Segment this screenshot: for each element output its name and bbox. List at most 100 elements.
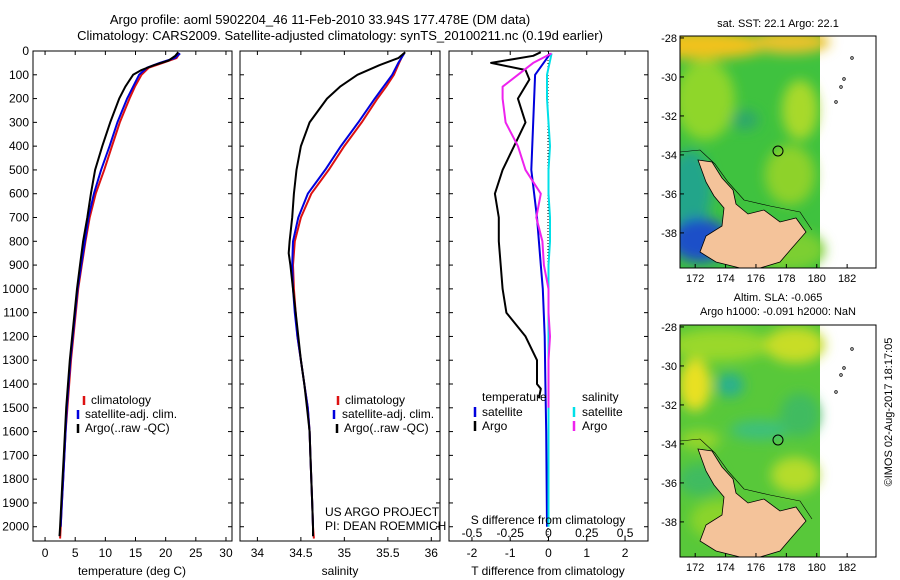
s-tick-label: 0	[545, 526, 552, 540]
sst-map-ticks: 172 174 176 178 180 182 -28 -30 -32 -34 -36 -38	[661, 33, 856, 285]
lat-tick-label: -34	[661, 150, 677, 162]
series-line-s-argo	[501, 52, 553, 408]
project-annotation: US ARGO PROJECT	[325, 505, 440, 519]
figure-title-line1: Argo profile: aoml 5902204_46 11-Feb-201…	[110, 12, 530, 27]
depth-tick-label: 700	[9, 211, 29, 225]
profile-location-marker	[772, 145, 784, 157]
x-tick-label: 15	[129, 546, 143, 560]
x-tick-label: -2	[467, 546, 478, 560]
lon-tick-label: 176	[747, 273, 765, 285]
lat-tick-label: -38	[661, 228, 677, 240]
x-tick-label: 36	[425, 546, 439, 560]
s-tick-label: -0.25	[497, 526, 525, 540]
depth-tick-label: 1500	[2, 401, 29, 415]
sla-map-ticks: 172 174 176 178 180 182 -28 -30 -32 -34 -36 -38	[661, 322, 856, 574]
depth-tick-label: 200	[9, 92, 29, 106]
lat-tick-label: -36	[661, 189, 677, 201]
x-tick-label: 25	[189, 546, 203, 560]
depth-tick-label: 1800	[2, 472, 29, 486]
difference-panel: -2 -1 0 1 2 -0.5 -0.25 0 0.25 0.5 S difference fr…	[448, 50, 649, 578]
x-tick-label: 35	[338, 546, 352, 560]
s-tick-label: -0.5	[462, 526, 483, 540]
land-mass	[697, 448, 807, 557]
legend-label-climatology: climatology	[345, 393, 405, 407]
difference-legend: temperature satellite Argo salinity sate…	[473, 390, 623, 433]
s-tick-label: 0.25	[575, 526, 599, 540]
lat-tick-label: -28	[661, 322, 677, 334]
depth-tick-label: 800	[9, 234, 29, 248]
salinity-panel: 34 34.5 35 35.5 36 salinity climatology sate…	[239, 50, 446, 578]
depth-tick-label: 1700	[2, 448, 29, 462]
depth-tick-label: 300	[9, 115, 29, 129]
lat-tick-label: -32	[661, 400, 677, 412]
difference-series	[490, 51, 553, 527]
legend-label-climatology: climatology	[91, 393, 151, 407]
series-line-argo-raw-qc	[58, 51, 180, 537]
temperature-ticks: 0100200300400500600700800900100011001200…	[2, 44, 233, 560]
legend-label-s-satellite: satellite	[582, 405, 623, 419]
temperature-panel: 0100200300400500600700800900100011001200…	[2, 44, 233, 578]
depth-tick-label: 1200	[2, 329, 29, 343]
t-difference-xlabel: T difference from climatology	[471, 564, 625, 578]
series-line-argo-raw-qc	[287, 51, 406, 537]
lon-tick-label: 176	[747, 562, 765, 574]
legend-heading-salinity: salinity	[582, 390, 619, 404]
x-tick-label: -1	[505, 546, 516, 560]
legend-heading-temperature: temperature	[482, 390, 547, 404]
sst-map-frame	[679, 35, 877, 269]
sla-map-title-line1: Altim. SLA: -0.065	[734, 292, 823, 304]
lon-tick-label: 172	[686, 273, 704, 285]
legend-label-argo: Argo(..raw -QC)	[344, 421, 429, 435]
depth-tick-label: 600	[9, 187, 29, 201]
x-tick-label: 2	[622, 546, 629, 560]
sla-map-title-line2: Argo h1000: -0.091 h2000: NaN	[700, 306, 856, 318]
depth-tick-label: 400	[9, 139, 29, 153]
lat-tick-label: -30	[661, 361, 677, 373]
temperature-legend: climatology satellite-adj. clim. Argo(..…	[76, 393, 177, 435]
sla-map-field	[680, 325, 854, 557]
x-tick-label: 30	[219, 546, 233, 560]
lat-tick-label: -36	[661, 478, 677, 490]
x-tick-label: 0	[545, 546, 552, 560]
legend-label-argo: Argo(..raw -QC)	[85, 421, 170, 435]
lon-tick-label: 182	[838, 273, 856, 285]
depth-tick-label: 1000	[2, 282, 29, 296]
lon-tick-label: 172	[686, 562, 704, 574]
legend-label-t-argo: Argo	[482, 419, 508, 433]
legend-label-t-satellite: satellite	[482, 405, 523, 419]
depth-tick-label: 1900	[2, 496, 29, 510]
sla-map-panel: Altim. SLA: -0.065 Argo h1000: -0.091 h2…	[661, 292, 877, 574]
lon-tick-label: 182	[838, 562, 856, 574]
temperature-axes-frame	[32, 50, 233, 542]
salinity-legend: climatology satellite-adj. clim. Argo(..…	[332, 393, 434, 435]
lat-tick-label: -38	[661, 517, 677, 529]
depth-tick-label: 2000	[2, 520, 29, 534]
lat-tick-label: -30	[661, 72, 677, 84]
profile-location-marker	[772, 434, 784, 446]
lat-tick-label: -28	[661, 33, 677, 45]
lat-tick-label: -34	[661, 439, 677, 451]
salinity-xlabel: salinity	[322, 564, 359, 578]
depth-tick-label: 0	[22, 44, 29, 58]
lon-tick-label: 178	[777, 562, 795, 574]
x-tick-label: 20	[159, 546, 173, 560]
x-tick-label: 35.5	[376, 546, 400, 560]
salinity-ticks: 34 34.5 35 35.5 36	[240, 50, 440, 560]
temperature-series	[58, 51, 181, 539]
sst-map-panel: sat. SST: 22.1 Argo: 22.1 172	[661, 18, 877, 285]
salinity-series	[287, 51, 406, 539]
legend-label-satellite: satellite-adj. clim.	[85, 407, 177, 421]
legend-label-satellite: satellite-adj. clim.	[342, 407, 434, 421]
x-tick-label: 1	[583, 546, 590, 560]
x-tick-label: 5	[72, 546, 79, 560]
lon-tick-label: 178	[777, 273, 795, 285]
s-difference-label: S difference from climatology	[471, 513, 626, 527]
lat-tick-label: -32	[661, 111, 677, 123]
figure-title-line2: Climatology: CARS2009. Satellite-adjuste…	[77, 28, 603, 43]
depth-tick-label: 1100	[3, 306, 29, 320]
lon-tick-label: 180	[808, 273, 826, 285]
x-tick-label: 0	[42, 546, 49, 560]
legend-label-s-argo: Argo	[582, 419, 608, 433]
x-tick-label: 10	[99, 546, 113, 560]
